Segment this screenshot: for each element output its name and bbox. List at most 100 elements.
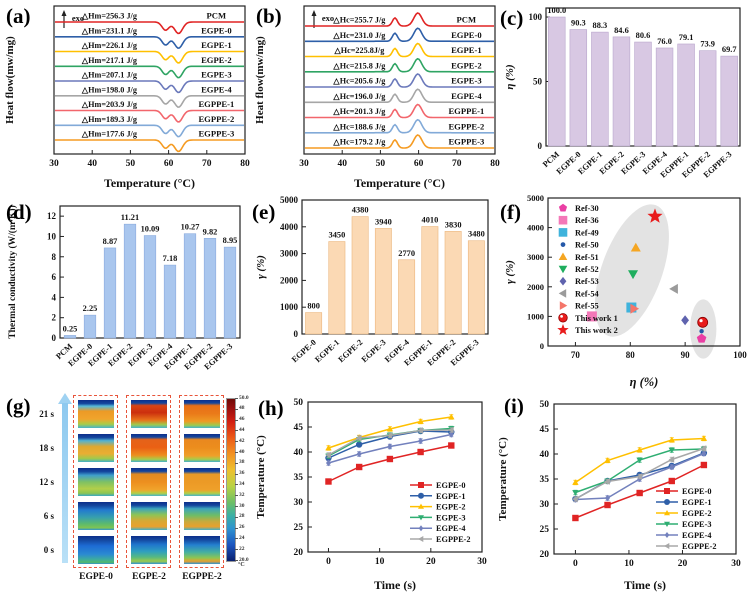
time-label: 12 s <box>39 477 54 487</box>
svg-text:γ (%): γ (%) <box>255 255 267 279</box>
svg-text:2000: 2000 <box>280 275 299 285</box>
svg-text:30: 30 <box>540 500 550 510</box>
svg-text:△Hc=188.6 J/g: △Hc=188.6 J/g <box>332 122 386 131</box>
infrared-image <box>184 400 220 428</box>
colorbar-tick-label: 40 <box>239 448 245 455</box>
infrared-image <box>131 536 167 564</box>
svg-text:△Hm=226.1 J/g: △Hm=226.1 J/g <box>81 41 138 50</box>
svg-text:EGPE-3: EGPE-3 <box>436 513 466 522</box>
panel-e-gamma-bars: (e) 0 1000 2000 3000 4000 5000 γ (%) 800 EGPE-0 3… <box>250 190 500 390</box>
svg-text:3480: 3480 <box>468 230 485 239</box>
svg-text:10.09: 10.09 <box>141 225 160 234</box>
svg-text:EGPE-1: EGPE-1 <box>201 40 232 50</box>
svg-text:1000: 1000 <box>527 311 544 321</box>
svg-text:Ref-53: Ref-53 <box>575 277 599 286</box>
svg-text:EGPE-2: EGPE-2 <box>337 338 365 364</box>
panel-a-label: (a) <box>6 4 31 28</box>
svg-text:79.1: 79.1 <box>679 33 694 42</box>
svg-text:0: 0 <box>326 557 331 567</box>
panel-g-label: (g) <box>6 394 31 418</box>
svg-text:EGPPE-2: EGPPE-2 <box>436 535 471 544</box>
panel-a-dsc-melting: (a) 30 40 50 60 70 80 Temperature (°C) Heat flo… <box>0 0 250 190</box>
infrared-image <box>184 502 220 530</box>
chart-g-infrared-image-grid: 21 s 18 s 12 s 6 s 0 s EGPE-0 EGPE-2 EGPPE-2 50.… <box>0 390 250 594</box>
svg-text:10: 10 <box>624 559 634 569</box>
svg-text:50: 50 <box>540 400 550 410</box>
svg-text:10: 10 <box>375 557 385 567</box>
svg-text:△Hm=198.0 J/g: △Hm=198.0 J/g <box>81 85 138 94</box>
sample-frame <box>179 395 224 568</box>
svg-text:EGPE-1: EGPE-1 <box>313 338 341 364</box>
colorbar-tick-label: 20.0 <box>239 556 249 563</box>
infrared-image <box>184 434 220 462</box>
svg-text:0: 0 <box>52 333 57 343</box>
svg-text:△Hc=255.7 J/g: △Hc=255.7 J/g <box>332 16 386 25</box>
svg-text:Ref-50: Ref-50 <box>575 241 599 250</box>
svg-text:EGPE-0: EGPE-0 <box>290 338 318 364</box>
svg-text:800: 800 <box>307 302 320 311</box>
infrared-image <box>78 434 114 462</box>
chart-d-conductivity-bar-chart: 0 2 4 6 8 10 12 Thermal conductivity (W/(m·K)) 0… <box>7 205 241 372</box>
svg-text:Thermal conductivity (W/(m·K)): Thermal conductivity (W/(m·K)) <box>7 205 18 339</box>
svg-text:Ref-30: Ref-30 <box>575 204 599 213</box>
infrared-image <box>78 502 114 530</box>
infrared-image <box>131 400 167 428</box>
svg-text:EGPE-0: EGPE-0 <box>451 30 482 40</box>
svg-text:EGPE-3: EGPE-3 <box>682 520 712 529</box>
svg-text:EGPE-3: EGPE-3 <box>360 338 388 364</box>
panel-c-label: (c) <box>500 6 524 30</box>
svg-text:4000: 4000 <box>280 222 299 232</box>
svg-text:30: 30 <box>49 159 59 169</box>
svg-text:0: 0 <box>538 141 543 151</box>
chart-h-heating-line-chart: 0 10 20 30 20 25 30 35 40 45 50 Time (s) Temperature… <box>255 398 487 592</box>
svg-text:EGPE-1: EGPE-1 <box>451 45 482 55</box>
svg-text:8.87: 8.87 <box>103 237 118 246</box>
colorbar-tick-label: 32 <box>239 491 245 498</box>
svg-text:η (%): η (%) <box>504 64 516 89</box>
svg-text:△Hm=207.1 J/g: △Hm=207.1 J/g <box>81 71 138 80</box>
svg-text:20: 20 <box>426 557 436 567</box>
svg-text:60: 60 <box>414 159 424 169</box>
chart-b-dsc-cooling-curves: 30 40 50 60 70 80 Temperature (°C) Heat flow(mw… <box>254 5 500 190</box>
panel-g-thermal-images: (g) 21 s 18 s 12 s 6 s 0 s EGPE-0 EGPE-2 EGPPE-… <box>0 390 250 594</box>
panel-b-label: (b) <box>256 4 282 28</box>
svg-text:40: 40 <box>337 159 347 169</box>
svg-text:8.95: 8.95 <box>223 236 238 245</box>
svg-text:50: 50 <box>376 159 386 169</box>
panel-c-eta-bars: (c) 0 50 100 η (%) 100.0 PCM 90.3 EGPE-0 88.3 EGP… <box>500 0 750 190</box>
svg-text:Ref-55: Ref-55 <box>575 302 599 311</box>
svg-text:5000: 5000 <box>527 193 544 203</box>
svg-text:60: 60 <box>164 159 174 169</box>
svg-text:EGPE-3: EGPE-3 <box>451 76 482 86</box>
panel-h-label: (h) <box>258 396 284 420</box>
svg-text:84.6: 84.6 <box>614 26 629 35</box>
svg-text:△Hc=205.6 J/g: △Hc=205.6 J/g <box>332 77 386 86</box>
panel-f-label: (f) <box>500 200 521 224</box>
svg-text:80: 80 <box>240 159 250 169</box>
colorbar-tick-label: 34 <box>239 480 245 487</box>
svg-text:△Hc=231.0 J/g: △Hc=231.0 J/g <box>332 31 386 40</box>
svg-text:35: 35 <box>294 473 304 483</box>
svg-text:10.27: 10.27 <box>181 223 200 232</box>
svg-text:Heat flow(mw/mg): Heat flow(mw/mg) <box>254 36 266 124</box>
infrared-image <box>78 468 114 496</box>
svg-text:Temperature (°C): Temperature (°C) <box>104 176 195 190</box>
svg-text:25: 25 <box>540 525 550 535</box>
svg-text:100: 100 <box>733 350 747 360</box>
svg-text:Heat flow(mw/mg): Heat flow(mw/mg) <box>4 36 16 124</box>
svg-text:EGPPE-2: EGPPE-2 <box>448 121 484 131</box>
svg-text:△Hc=215.8 J/g: △Hc=215.8 J/g <box>332 61 386 70</box>
svg-text:12: 12 <box>47 211 57 221</box>
colorbar-tick-label: 26 <box>239 524 245 531</box>
colorbar-tick-label: 22 <box>239 545 245 552</box>
svg-text:30: 30 <box>294 498 304 508</box>
svg-text:4380: 4380 <box>352 206 369 215</box>
sample-frame <box>126 395 171 568</box>
svg-text:1000: 1000 <box>280 302 299 312</box>
svg-text:EGPPE-1: EGPPE-1 <box>448 106 484 116</box>
svg-text:100: 100 <box>529 12 543 22</box>
svg-text:γ (%): γ (%) <box>504 260 516 284</box>
svg-text:76.0: 76.0 <box>657 37 672 46</box>
svg-text:30: 30 <box>477 557 487 567</box>
svg-text:40: 40 <box>87 159 97 169</box>
